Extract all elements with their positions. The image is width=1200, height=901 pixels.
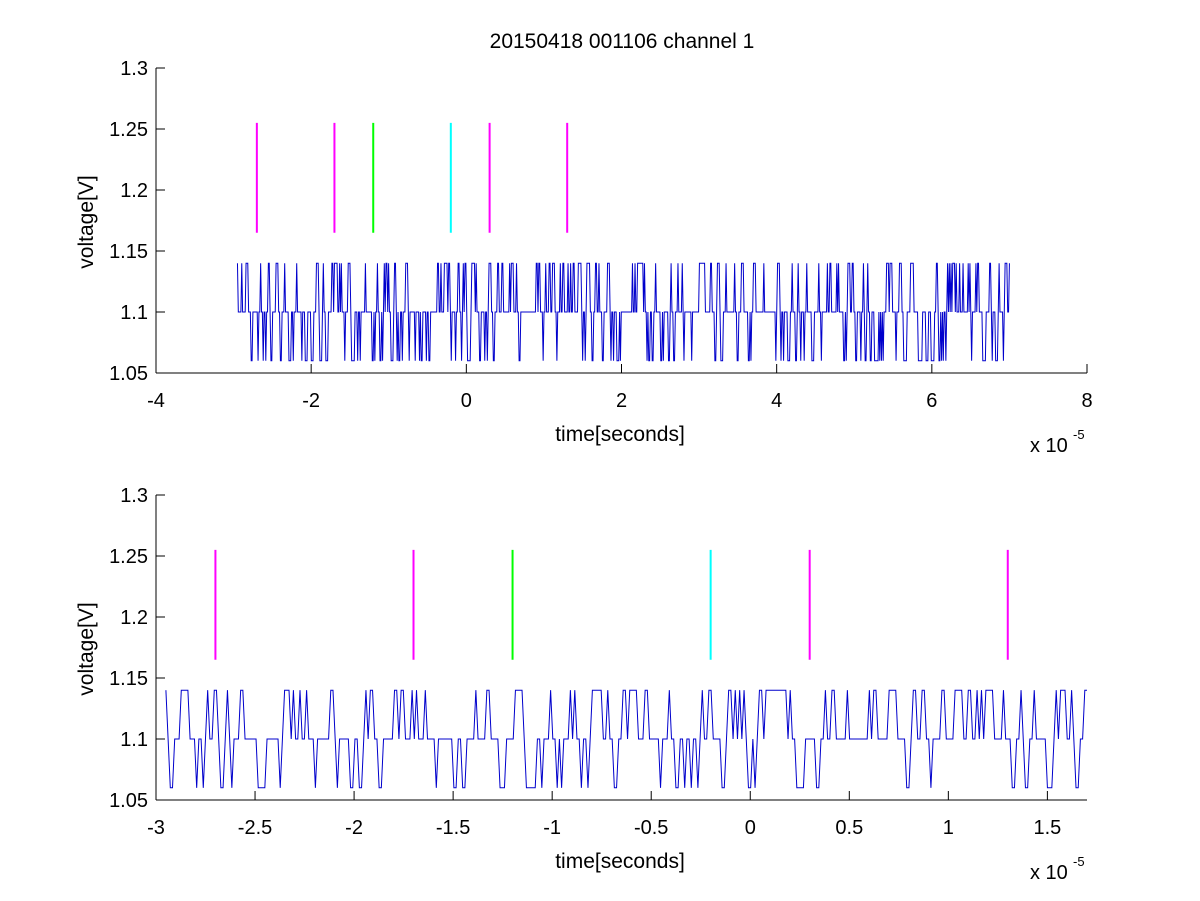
top-plot-trace-layer xyxy=(236,262,1010,362)
bottom-plot-trace-layer xyxy=(165,689,1087,789)
top-plot-x-tick-label: 2 xyxy=(616,390,627,412)
bottom-plot-x-tick-label: -0.5 xyxy=(634,817,668,839)
bottom-plot-x-axis-label: time[seconds] xyxy=(555,850,685,873)
top-plot-x-tick-label: 0 xyxy=(461,390,472,412)
top-plot-x-tick-label: 8 xyxy=(1081,390,1092,412)
top-plot-x-tick-label: -4 xyxy=(147,390,165,412)
bottom-plot-y-tick-label: 1.3 xyxy=(120,485,148,507)
bottom-plot-y-tick-label: 1.2 xyxy=(120,607,148,629)
top-plot-y-tick-label: 1.1 xyxy=(120,302,148,324)
top-plot: -4 -2 0 2 4 6 8 1.05 1.1 1.15 1.2 1.25 1.3 time[seco… xyxy=(75,58,1093,457)
top-plot-y-tick-label: 1.3 xyxy=(120,58,148,80)
bottom-plot: -3 -2.5 -2 -1.5 -1 -0.5 0 0.5 1 1.5 1.05 1.1 1.15 1.2… xyxy=(75,485,1087,884)
top-plot-y-tick-label: 1.25 xyxy=(109,119,148,141)
bottom-plot-y-tick-label: 1.1 xyxy=(120,729,148,751)
bottom-plot-y-tick-label: 1.25 xyxy=(109,546,148,568)
top-plot-x-axis-label: time[seconds] xyxy=(555,423,685,446)
top-plot-y-tick-label: 1.15 xyxy=(109,241,148,263)
top-plot-x-multiplier: x 10 xyxy=(1030,435,1068,457)
bottom-plot-voltage-trace xyxy=(165,689,1087,789)
bottom-plot-x-tick-label: -2 xyxy=(345,817,363,839)
bottom-plot-x-tick-label: -3 xyxy=(147,817,165,839)
bottom-plot-y-tick-label: 1.05 xyxy=(109,790,148,812)
bottom-plot-x-multiplier-exponent: -5 xyxy=(1073,854,1085,869)
bottom-plot-axes: -3 -2.5 -2 -1.5 -1 -0.5 0 0.5 1 1.5 1.05 1.1 1.15 1.2… xyxy=(109,485,1087,839)
bottom-plot-x-tick-label: 0 xyxy=(745,817,756,839)
bottom-plot-markers xyxy=(214,549,1009,660)
top-plot-x-multiplier-exponent: -5 xyxy=(1073,427,1085,442)
top-plot-voltage-trace xyxy=(236,262,1010,362)
bottom-plot-x-multiplier: x 10 xyxy=(1030,862,1068,884)
top-plot-y-axis-label: voltage[V] xyxy=(75,175,98,268)
bottom-plot-x-tick-label: 0.5 xyxy=(835,817,863,839)
bottom-plot-x-tick-label: 1.5 xyxy=(1033,817,1061,839)
top-plot-x-tick-label: 6 xyxy=(926,390,937,412)
top-plot-y-tick-label: 1.2 xyxy=(120,180,148,202)
bottom-plot-x-tick-label: -1 xyxy=(543,817,561,839)
top-plot-x-tick-label: -2 xyxy=(302,390,320,412)
top-plot-y-tick-label: 1.05 xyxy=(109,363,148,385)
bottom-plot-x-tick-label: 1 xyxy=(943,817,954,839)
figure-title: 20150418 001106 channel 1 xyxy=(490,30,755,53)
bottom-plot-x-tick-label: -2.5 xyxy=(238,817,272,839)
bottom-plot-x-tick-label: -1.5 xyxy=(436,817,470,839)
bottom-plot-y-axis-label: voltage[V] xyxy=(75,602,98,695)
top-plot-axes: -4 -2 0 2 4 6 8 1.05 1.1 1.15 1.2 1.25 1.3 xyxy=(109,58,1093,412)
top-plot-markers xyxy=(255,122,569,233)
bottom-plot-y-tick-label: 1.15 xyxy=(109,668,148,690)
top-plot-x-tick-label: 4 xyxy=(771,390,782,412)
